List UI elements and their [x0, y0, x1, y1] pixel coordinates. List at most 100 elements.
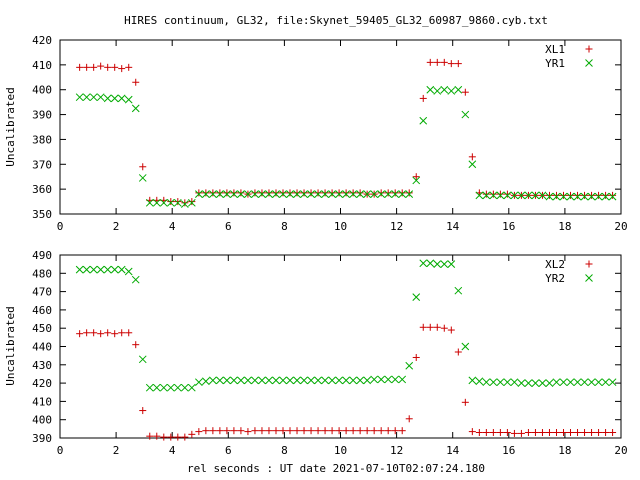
yr2-point: [489, 378, 498, 387]
yr2-point: [279, 376, 287, 385]
yr1-point: [237, 190, 245, 198]
yr1-point: [440, 85, 449, 94]
xl2-point: [139, 407, 147, 415]
yr2-point: [440, 260, 449, 269]
xl1-point: [286, 189, 294, 197]
yr2-point: [328, 376, 336, 385]
yr2-point: [545, 379, 554, 387]
top-x-tick-label: 8: [281, 220, 288, 233]
xl2-point: [461, 398, 469, 406]
yr2-point: [433, 260, 442, 269]
xl1-point: [574, 191, 582, 199]
yr1-point: [321, 190, 329, 198]
xl1-point: [384, 189, 392, 197]
yr2-point: [103, 265, 112, 274]
xl2-point: [538, 429, 546, 437]
xl1-point: [111, 63, 119, 71]
yr2-point: [110, 265, 119, 274]
bottom-y-tick-label: 480: [32, 267, 52, 280]
yr2-point: [349, 376, 357, 385]
top-x-tick-label: 16: [502, 220, 515, 233]
yr1-point: [405, 190, 414, 198]
top-y-tick-label: 390: [32, 109, 52, 122]
yr2-point: [391, 375, 400, 384]
yr1-point: [314, 190, 322, 198]
yr1-point: [573, 192, 582, 201]
yr2-point: [202, 377, 210, 386]
xl1-point: [202, 189, 210, 197]
bottom-y-tick-label: 440: [32, 341, 52, 354]
bottom-y-tick-label: 390: [32, 432, 52, 445]
yr1-point: [216, 190, 224, 198]
xl2-point: [76, 330, 84, 338]
xl1-point: [307, 189, 315, 197]
xl2-point: [405, 415, 413, 423]
xl2-point: [567, 429, 575, 437]
top-x-tick-label: 12: [390, 220, 403, 233]
xl1-point: [559, 191, 567, 199]
xl2-point: [447, 326, 455, 334]
xl2-point: [363, 427, 371, 435]
yr2-point: [573, 378, 582, 387]
chart-title: HIRES continuum, GL32, file:Skynet_59405…: [124, 14, 548, 27]
xl1-point: [300, 189, 308, 197]
xl1-point: [216, 189, 224, 197]
xl1-point: [195, 189, 203, 197]
xl2-point: [111, 330, 119, 338]
yr1-point: [594, 192, 603, 201]
top-x-tick-label: 4: [169, 220, 176, 233]
xl1-legend-label: XL1: [545, 43, 565, 56]
yr2-legend-label: YR2: [545, 272, 565, 285]
xl2-point: [531, 429, 539, 437]
yr1-point: [258, 190, 266, 198]
xl2-legend-label: XL2: [545, 258, 565, 271]
xl2-point: [552, 429, 560, 437]
xl2-point: [489, 429, 497, 437]
yr2-point: [335, 376, 343, 385]
xl1-point: [412, 173, 420, 181]
yr2-point: [117, 265, 126, 274]
xl2-point: [216, 427, 224, 435]
yr1-point: [412, 176, 421, 185]
xl2-point: [293, 427, 301, 435]
yr1-point: [173, 198, 182, 207]
xl1-point: [602, 191, 610, 199]
xl1-point: [83, 63, 91, 71]
top-y-tick-label: 420: [32, 34, 52, 47]
xl1-point: [314, 189, 322, 197]
yr1-point: [251, 190, 259, 198]
yr1-legend-marker: [585, 59, 593, 67]
xl2-point: [609, 429, 617, 437]
top-x-tick-label: 14: [446, 220, 460, 233]
yr2-point: [426, 259, 435, 268]
yr1-point: [377, 190, 386, 198]
yr1-point: [419, 116, 428, 125]
bottom-x-tick-label: 2: [113, 444, 120, 457]
yr1-point: [433, 87, 442, 95]
yr1-point: [545, 192, 554, 201]
xl1-point: [188, 198, 196, 206]
yr2-point: [96, 265, 105, 274]
xl2-point: [181, 433, 189, 441]
xl2-point: [356, 427, 364, 435]
xl1-point: [272, 189, 280, 197]
xl2-point: [230, 427, 238, 435]
xl2-point: [83, 329, 91, 337]
xl2-point: [524, 429, 532, 437]
top-x-tick-label: 0: [57, 220, 64, 233]
xl2-legend-marker: [585, 260, 593, 268]
yr1-point: [426, 85, 435, 94]
yr2-point: [159, 383, 168, 392]
top-y-axis-label: Uncalibrated: [4, 87, 17, 166]
yr1-point: [538, 191, 547, 200]
bottom-x-tick-label: 12: [390, 444, 403, 457]
xl2-point: [335, 427, 343, 435]
xl1-point: [321, 189, 329, 197]
bottom-x-tick-label: 10: [334, 444, 347, 457]
yr2-point: [209, 376, 217, 385]
yr2-point: [608, 378, 617, 387]
xl1-point: [391, 189, 399, 197]
yr1-point: [307, 190, 315, 198]
xl2-point: [314, 427, 322, 435]
